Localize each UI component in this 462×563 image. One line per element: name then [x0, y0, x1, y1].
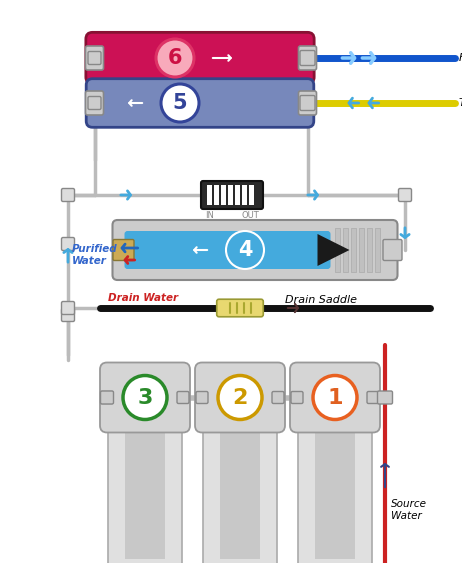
FancyBboxPatch shape — [399, 189, 412, 202]
Circle shape — [226, 231, 264, 269]
FancyBboxPatch shape — [113, 220, 397, 280]
FancyBboxPatch shape — [301, 51, 314, 65]
Circle shape — [161, 84, 199, 122]
FancyBboxPatch shape — [291, 391, 303, 404]
FancyBboxPatch shape — [61, 189, 74, 202]
Circle shape — [156, 39, 194, 77]
FancyBboxPatch shape — [88, 96, 101, 109]
FancyBboxPatch shape — [298, 420, 372, 563]
Bar — [207, 185, 212, 205]
Bar — [235, 185, 239, 205]
FancyBboxPatch shape — [85, 46, 103, 70]
Text: Drain Saddle: Drain Saddle — [285, 295, 357, 305]
FancyBboxPatch shape — [203, 420, 277, 563]
Text: IN: IN — [205, 211, 214, 220]
Bar — [359, 228, 364, 272]
FancyBboxPatch shape — [61, 238, 74, 251]
FancyBboxPatch shape — [217, 299, 263, 317]
Text: 4: 4 — [238, 240, 252, 260]
FancyBboxPatch shape — [383, 239, 402, 261]
Bar — [375, 228, 379, 272]
Bar — [334, 228, 340, 272]
Text: Faucet: Faucet — [459, 53, 462, 63]
Text: 1: 1 — [327, 387, 343, 408]
Text: Drain Water: Drain Water — [108, 293, 178, 303]
FancyBboxPatch shape — [300, 51, 315, 65]
FancyBboxPatch shape — [101, 391, 114, 404]
FancyBboxPatch shape — [61, 302, 74, 315]
Text: OUT: OUT — [241, 211, 259, 220]
Text: Tank: Tank — [459, 98, 462, 108]
Text: Source
Water: Source Water — [391, 499, 427, 521]
Bar — [366, 228, 371, 272]
FancyBboxPatch shape — [195, 363, 285, 432]
Bar — [221, 185, 225, 205]
FancyBboxPatch shape — [367, 391, 379, 404]
Circle shape — [313, 376, 357, 419]
Bar — [125, 429, 165, 559]
FancyBboxPatch shape — [377, 391, 393, 404]
Bar — [242, 185, 247, 205]
FancyBboxPatch shape — [177, 391, 189, 404]
FancyBboxPatch shape — [113, 239, 134, 261]
Bar — [342, 228, 347, 272]
Circle shape — [123, 376, 167, 419]
Text: 6: 6 — [168, 48, 182, 68]
FancyBboxPatch shape — [85, 91, 103, 115]
FancyBboxPatch shape — [272, 391, 284, 404]
FancyBboxPatch shape — [300, 96, 315, 110]
FancyBboxPatch shape — [100, 363, 190, 432]
FancyBboxPatch shape — [61, 309, 74, 321]
FancyBboxPatch shape — [86, 32, 314, 84]
FancyBboxPatch shape — [196, 391, 208, 404]
FancyBboxPatch shape — [108, 420, 182, 563]
Circle shape — [218, 376, 262, 419]
FancyBboxPatch shape — [301, 96, 314, 109]
FancyBboxPatch shape — [88, 51, 101, 65]
Bar — [351, 228, 355, 272]
Text: 2: 2 — [232, 387, 248, 408]
FancyBboxPatch shape — [201, 181, 263, 209]
Bar — [249, 185, 254, 205]
Text: 3: 3 — [137, 387, 152, 408]
FancyBboxPatch shape — [101, 391, 113, 404]
Bar — [228, 185, 232, 205]
Bar — [315, 429, 355, 559]
Bar — [220, 429, 260, 559]
FancyBboxPatch shape — [86, 79, 314, 127]
Polygon shape — [317, 234, 349, 266]
FancyBboxPatch shape — [124, 231, 330, 269]
Text: 5: 5 — [173, 93, 187, 113]
Text: Purified
Water: Purified Water — [72, 244, 118, 266]
Bar — [214, 185, 219, 205]
FancyBboxPatch shape — [290, 363, 380, 432]
FancyBboxPatch shape — [298, 91, 316, 115]
FancyBboxPatch shape — [298, 46, 316, 70]
